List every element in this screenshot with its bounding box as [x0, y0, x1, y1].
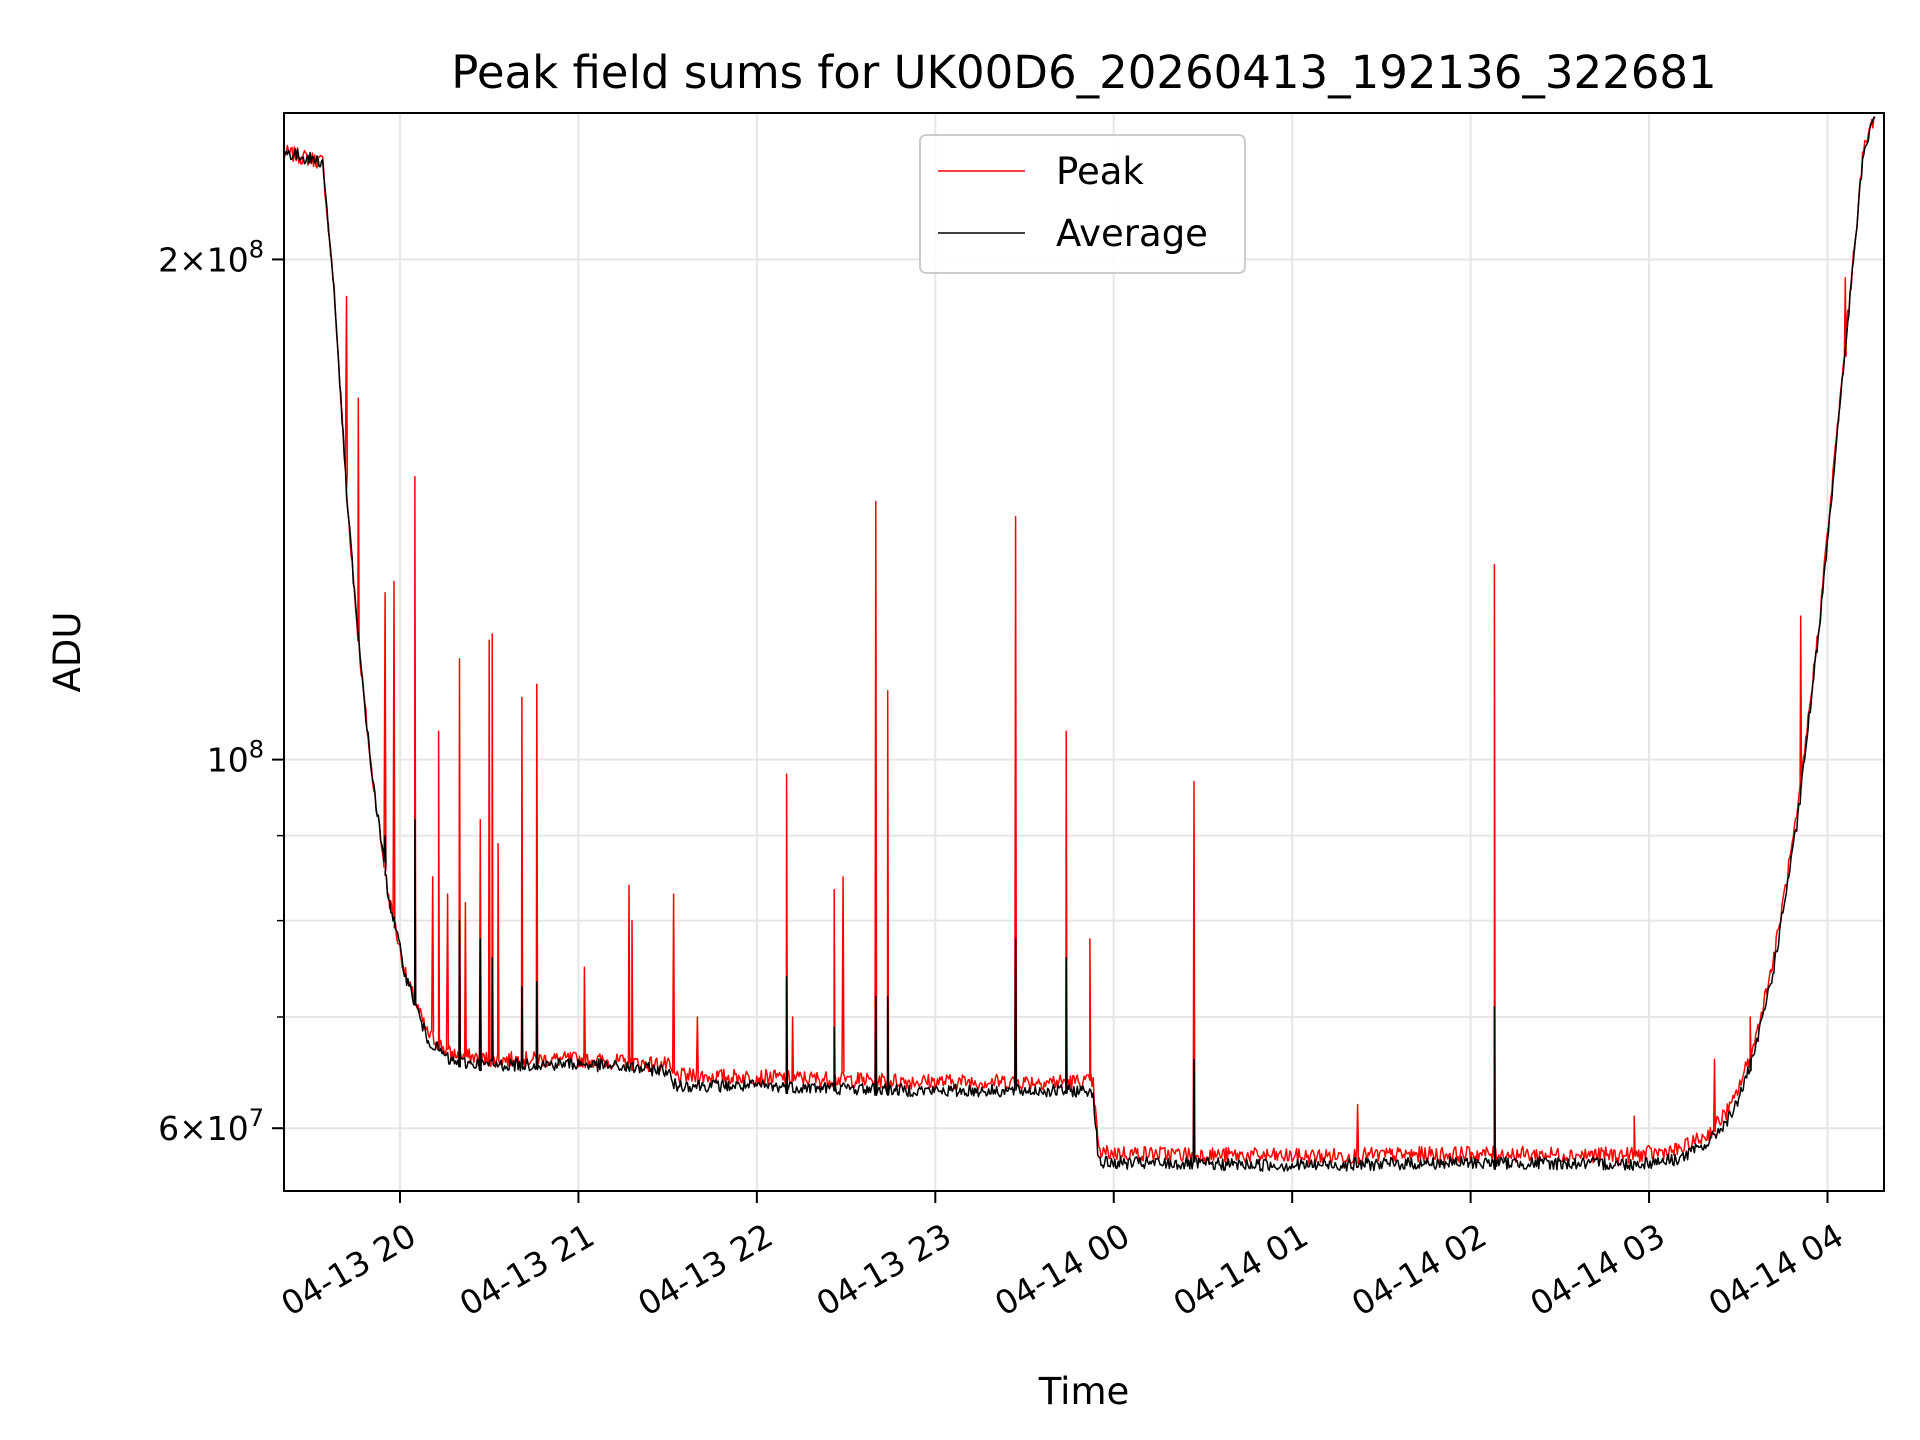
- legend: Peak Average: [919, 134, 1246, 274]
- series-line-average: [284, 116, 1876, 1172]
- plot-area: [284, 116, 1876, 1172]
- y-axis-label: ADU: [46, 612, 89, 693]
- grid: [284, 113, 1884, 1191]
- x-axis-label: Time: [1038, 1370, 1130, 1413]
- legend-label-peak: Peak: [1056, 150, 1144, 193]
- y-tick-label: 108: [207, 736, 264, 780]
- y-axis: 6×107 108 2×108: [158, 235, 284, 1148]
- legend-label-average: Average: [1056, 212, 1208, 255]
- series-line-peak: [284, 116, 1876, 1165]
- y-tick-label: 6×107: [158, 1104, 264, 1148]
- legend-box: [919, 134, 1246, 274]
- y-tick-label: 2×108: [158, 235, 264, 279]
- chart-title: Peak field sums for UK00D6_20260413_1921…: [451, 46, 1716, 99]
- axes-frame: [283, 112, 1885, 1192]
